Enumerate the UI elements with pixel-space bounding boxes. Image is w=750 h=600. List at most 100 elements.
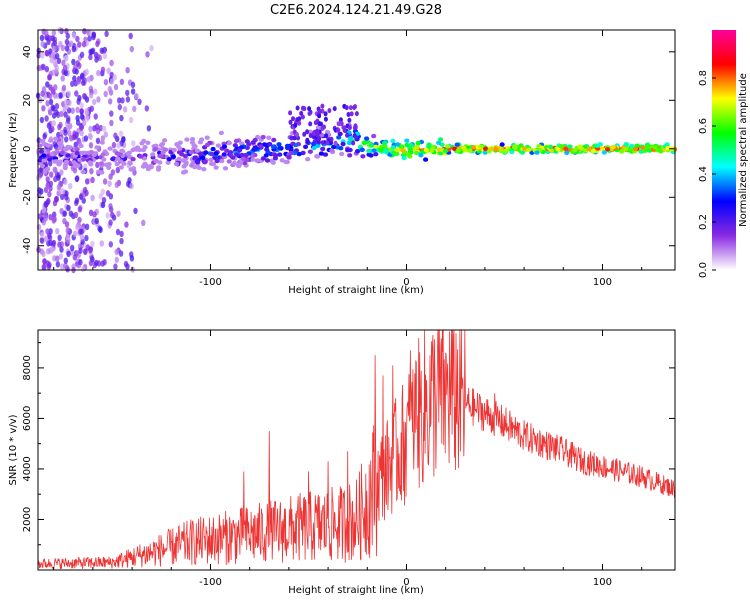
spectrogram-cell [99,140,105,145]
spectrogram-cell [467,148,473,153]
snr-xlabel: Height of straight line (km) [288,585,424,596]
spectrogram-cell [218,130,224,136]
spectrogram-cell [129,45,134,53]
spectrogram-cell [201,167,207,172]
spectrogram-cells [35,27,678,274]
spectrogram-cell [81,41,87,48]
spectrogram-cell [100,260,105,267]
spectrogram-cell [96,169,102,174]
snr-line-series [37,329,676,570]
spectrogram-cell [171,147,177,153]
spectrogram-cell [94,259,99,267]
spectrogram-cell [48,160,53,167]
snr-xtick-label: -100 [199,577,222,588]
spectrogram-cell [87,160,93,165]
spectrogram-cell [88,125,93,133]
spectrogram-cell [113,132,118,139]
spectrogram-cell [67,130,72,137]
spectrogram-cell [125,67,130,74]
spectrogram-cell [215,143,221,148]
spectrogram-cell [197,151,203,156]
spectrogram-cell [129,255,135,262]
spectrogram-cell [66,204,71,212]
spectrogram-cell [64,194,69,201]
spectrogram-cell [121,161,127,166]
spectrogram-cell [601,150,607,155]
colorbar-tick-label: 0.4 [698,166,709,182]
spectrogram-cell [60,44,65,52]
spectrogram-cell [305,157,311,162]
spectrogram-cell [658,149,664,154]
spectrogram-cell [74,175,80,183]
spectrogram-cell [109,110,114,117]
spectrogram-cell [55,227,60,235]
spectrogram-cell [438,137,444,142]
spectrogram-cell [288,150,294,156]
spectrogram-cell [590,148,597,154]
spectrogram-cell [50,104,55,111]
spectrogram-cell [137,147,143,153]
spectrogram-cell [74,68,79,75]
spectrogram-cell [146,125,152,132]
spectrogram-cell [50,125,55,133]
spectrogram-cell [183,160,189,165]
spectrogram-cell [192,144,198,149]
spectrogram-cell [88,142,94,149]
spectrogram-cell [555,147,561,152]
spectrogram-cell [125,96,131,103]
spectrogram-cell [336,127,341,133]
spectrogram-cell [118,165,124,170]
spectrogram-cell [44,50,49,57]
spectrogram-cell [45,176,50,183]
spectrogram-cell [234,152,240,157]
spectrogram-cell [95,40,100,47]
spectrogram-cell [315,128,319,134]
spectrogram-cell [221,152,227,157]
spectrogram-cell [436,140,442,145]
spectrogram-cell [222,166,229,171]
spectrogram-cell [92,211,97,218]
spectrogram-cell [132,169,137,176]
spectrogram-cell [303,144,309,149]
spectrogram-cell [36,224,42,231]
spectrogram-cell [95,161,100,169]
spectrogram-cell [273,153,279,158]
spectrogram-cell [74,197,80,204]
spectrogram-cell [224,148,230,153]
spectrogram-cell [53,143,59,150]
spectrogram-cell [577,144,583,149]
spectrogram-cell [297,120,302,126]
spectrogram-cell [119,237,124,245]
spectrogram-cell [295,105,300,111]
spectrogram-cell [236,148,243,153]
spectrogram-cell [327,108,332,114]
colorbar-ticks: 0.0 0.2 0.4 0.6 0.8 [698,70,716,278]
spectrogram-cell [110,156,116,162]
spectrogram-cell [88,92,94,99]
spectrogram-cell [101,157,107,162]
spectrogram-cell [40,41,45,48]
spectrogram-cell [157,153,164,159]
spectrogram-cell [71,32,77,39]
spectrogram-cell [78,193,84,201]
spectrogram-cell [53,68,59,75]
spectrogram-cell [360,154,366,159]
spectrogram-cell [378,147,384,152]
spectrogram-cell [214,158,220,164]
spectrogram-cell [88,133,94,141]
spectrogram-cell [166,157,172,162]
spectrogram-cell [59,169,64,176]
spectrogram-cell [295,117,300,123]
spectrogram-cell [75,119,81,126]
spectrogram-cell [62,165,68,171]
spectrogram-cell [79,124,84,132]
spectrogram-cell [235,163,241,168]
spectrogram-cell [96,96,101,103]
spectrogram-cell [382,140,388,146]
spectrogram-cell [46,263,51,270]
spectrogram-cell [359,147,365,152]
spectrogram-cell [100,152,106,157]
spectrogram-cell [322,124,326,130]
spectrogram-cell [73,211,79,219]
spectrogram-cell [308,121,313,127]
